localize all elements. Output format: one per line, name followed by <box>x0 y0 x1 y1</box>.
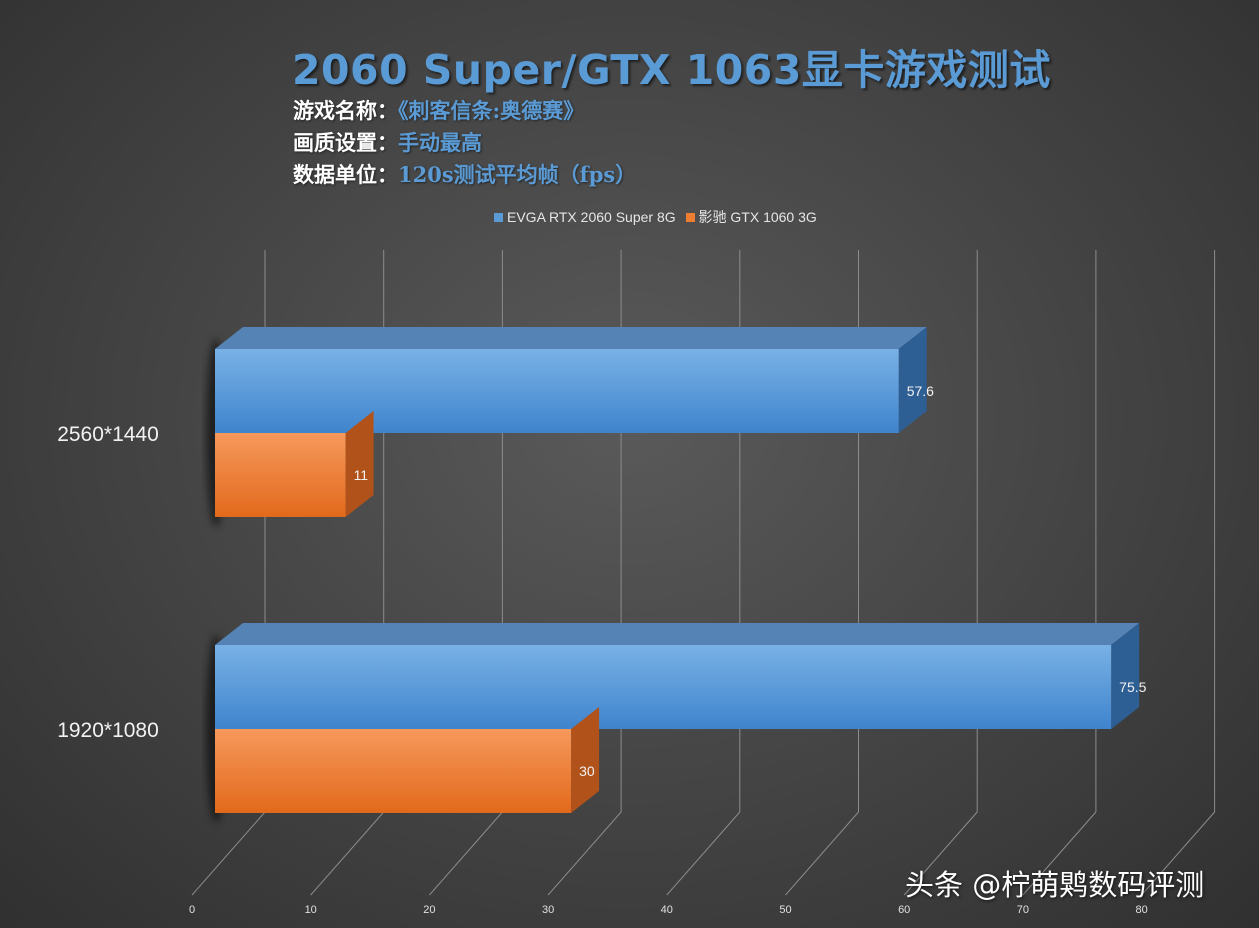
gridline-floor-8 <box>1141 811 1215 896</box>
bar-0-1 <box>215 433 346 517</box>
gridline-floor-0 <box>191 811 266 896</box>
bar-1-0 <box>215 645 1112 729</box>
gridline-floor-5 <box>785 811 859 896</box>
x-tick-label-7: 70 <box>1017 904 1029 916</box>
data-label-1-1: 30 <box>579 763 595 779</box>
x-tick-label-5: 50 <box>779 904 791 916</box>
info-quality-value: 手动最高 <box>398 130 482 155</box>
data-label-0-1: 11 <box>354 467 369 483</box>
bar-0-0 <box>215 349 899 433</box>
category-label-0: 2560*1440 <box>57 423 159 446</box>
legend-label-series-0: EVGA RTX 2060 Super 8G <box>507 209 676 225</box>
chart-legend: EVGA RTX 2060 Super 8G 影驰 GTX 1060 3G <box>494 207 823 227</box>
legend-item-series-1: 影驰 GTX 1060 3G <box>685 207 817 227</box>
info-quality: 画质设置：手动最高 <box>293 127 482 157</box>
bar-top-0-0 <box>215 327 927 349</box>
bar-side-1-0 <box>1111 623 1140 729</box>
bars-layer <box>206 327 1140 823</box>
legend-swatch-series-0 <box>494 212 503 222</box>
bar-top-1-0 <box>215 623 1140 645</box>
bar-side-0-0 <box>898 327 927 433</box>
legend-label-series-1: 影驰 GTX 1060 3G <box>698 209 817 225</box>
info-game-value: 《刺客信条:奥德赛》 <box>398 98 585 123</box>
category-label-1: 1920*1080 <box>57 719 159 742</box>
chart-title: 2060 Super/GTX 1063显卡游戏测试 <box>292 46 1051 94</box>
x-tick-label-1: 10 <box>305 904 317 916</box>
x-tick-label-4: 40 <box>661 904 673 916</box>
gridline-floor-3 <box>547 811 622 896</box>
x-tick-label-3: 30 <box>542 904 554 916</box>
info-unit: 数据单位：120s测试平均帧（fps） <box>293 159 636 189</box>
bar-side-1-1 <box>571 707 600 813</box>
bar-side-0-1 <box>345 411 374 517</box>
info-game-label: 游戏名称： <box>293 98 398 123</box>
bar-1-1 <box>215 729 572 813</box>
info-unit-label: 数据单位： <box>293 162 398 187</box>
x-tick-label-2: 20 <box>423 904 435 916</box>
labels-layer: 0 10 20 30 40 50 60 70 80 57.6 11 2560*1440 75.5 30 19… <box>57 383 1148 916</box>
gridline-floor-1 <box>310 811 385 896</box>
info-quality-label: 画质设置： <box>293 130 398 155</box>
gridline-floor-6 <box>903 811 978 896</box>
legend-swatch-series-1 <box>685 212 695 222</box>
x-tick-label-0: 0 <box>189 904 195 916</box>
gridline-floor-4 <box>666 811 741 896</box>
data-label-1-0: 75.5 <box>1119 679 1146 695</box>
gridline-floor-7 <box>1022 811 1097 896</box>
gridline-floor-2 <box>429 811 503 896</box>
x-tick-label-8: 80 <box>1135 904 1147 916</box>
legend-item-series-0: EVGA RTX 2060 Super 8G <box>494 209 676 225</box>
watermark: 头条 @柠萌䴗数码评测 <box>905 868 1205 902</box>
info-game: 游戏名称：《刺客信条:奥德赛》 <box>293 95 584 125</box>
x-tick-label-6: 60 <box>898 904 910 916</box>
info-unit-value: 120s测试平均帧（fps） <box>398 162 637 187</box>
data-label-0-0: 57.6 <box>907 383 934 399</box>
